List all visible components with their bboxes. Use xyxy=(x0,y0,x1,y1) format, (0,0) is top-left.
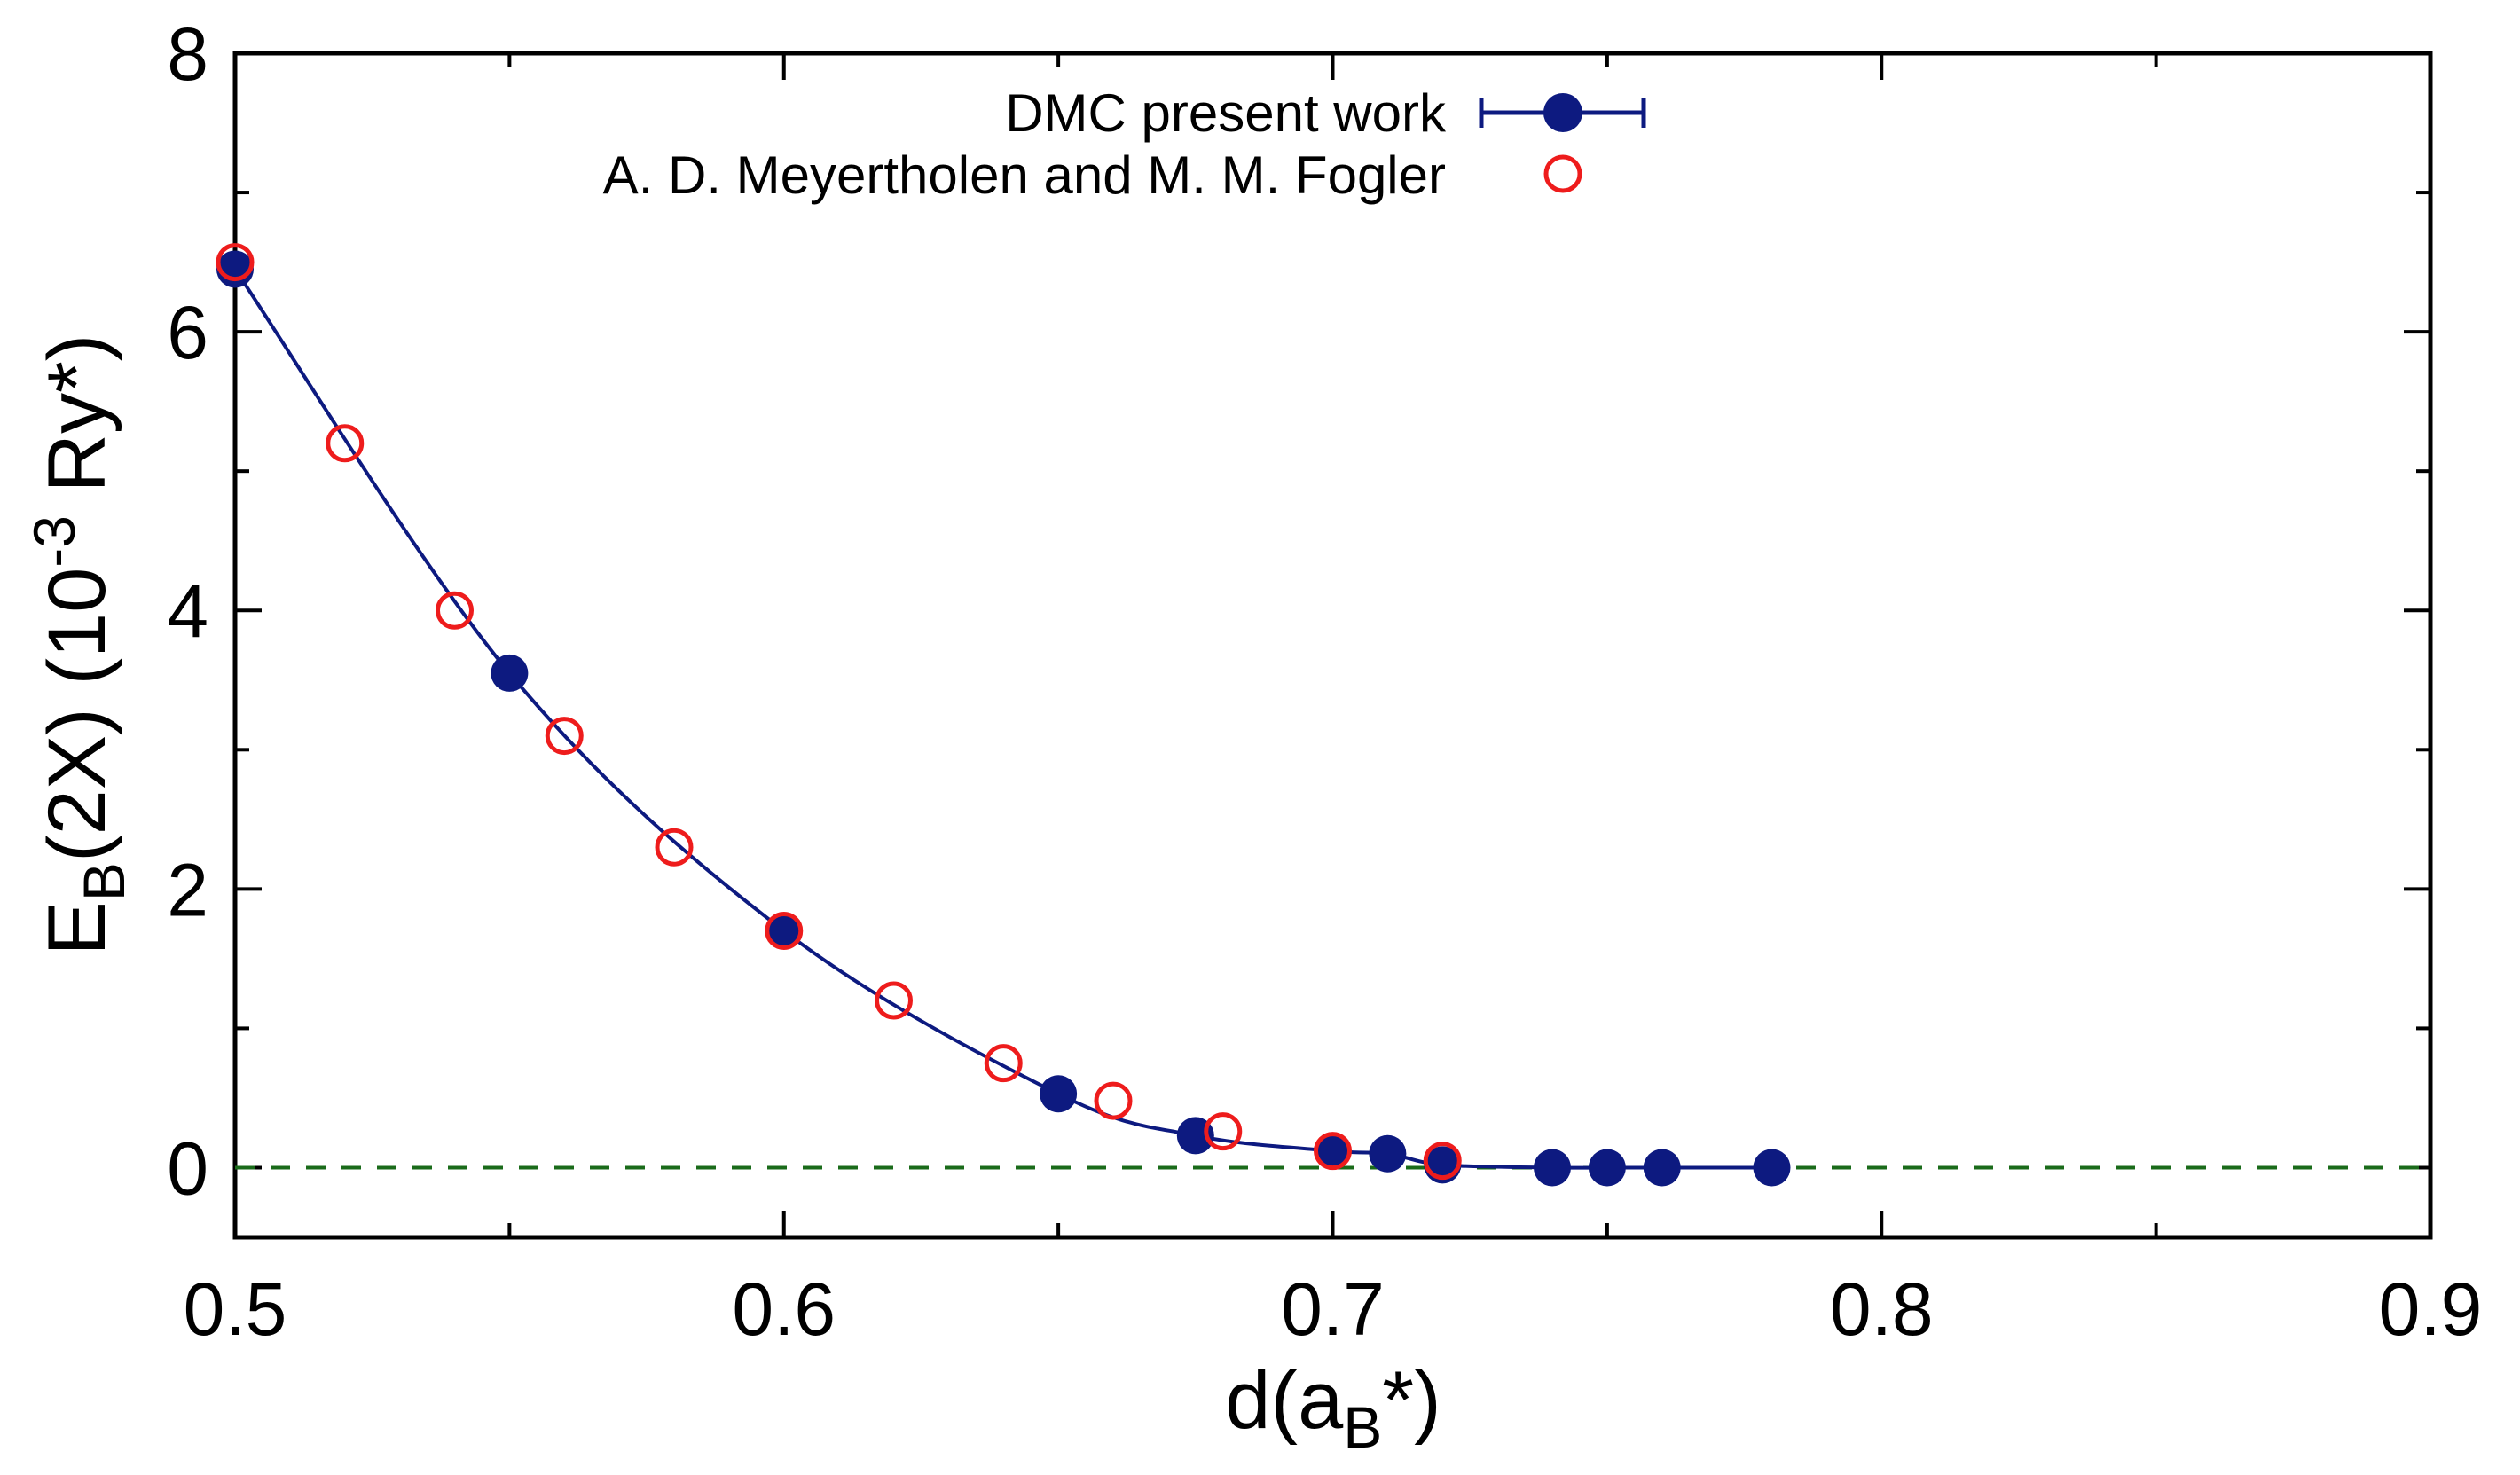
dmc-series-line xyxy=(233,268,1772,1170)
meyertholen-point xyxy=(216,243,255,282)
legend: DMC present work A. D. Meyertholen and M… xyxy=(603,83,1646,205)
y-tick-label: 0 xyxy=(167,1126,208,1210)
tick-marks xyxy=(233,51,2432,1237)
meyertholen-point xyxy=(875,981,913,1020)
meyertholen-point xyxy=(1094,1081,1133,1120)
x-tick-label: 0.8 xyxy=(1830,1267,1934,1351)
dmc-point xyxy=(491,654,529,692)
meyertholen-point xyxy=(436,591,474,630)
x-tick-label: 0.6 xyxy=(732,1267,836,1351)
legend-meyertholen-marker xyxy=(1543,154,1582,193)
legend-dmc-marker xyxy=(1543,93,1582,132)
dmc-point xyxy=(1643,1149,1681,1187)
data-markers xyxy=(216,243,1791,1187)
dmc-point xyxy=(1314,1132,1352,1170)
meyertholen-point xyxy=(984,1044,1023,1083)
tick-labels: 0.5 0.6 0.7 0.8 0.9 0 2 4 6 8 xyxy=(167,12,2482,1351)
meyertholen-point xyxy=(1204,1112,1243,1151)
meyertholen-point xyxy=(765,911,804,950)
dmc-point xyxy=(1040,1075,1078,1113)
x-tick-label: 0.9 xyxy=(2379,1267,2483,1351)
dmc-point xyxy=(1534,1149,1571,1187)
y-tick-label: 4 xyxy=(167,569,208,653)
y-axis-label: EB(2X) (10-3 Ry*) xyxy=(21,334,137,956)
y-tick-label: 6 xyxy=(167,291,208,374)
dmc-point xyxy=(1588,1149,1626,1187)
dmc-point xyxy=(1369,1134,1407,1173)
meyertholen-point xyxy=(326,424,365,463)
dmc-point xyxy=(1753,1149,1791,1187)
x-tick-label: 0.7 xyxy=(1281,1267,1385,1351)
legend-label-dmc: DMC present work xyxy=(1005,83,1447,143)
y-tick-label: 2 xyxy=(167,848,208,931)
meyertholen-point xyxy=(655,828,694,867)
meyertholen-point xyxy=(1423,1142,1462,1181)
plot-frame xyxy=(232,51,2433,1240)
y-tick-label: 8 xyxy=(167,12,208,96)
x-axis-label: d(aB*) xyxy=(1225,1355,1441,1460)
dmc-point xyxy=(765,912,803,950)
x-tick-label: 0.5 xyxy=(184,1267,287,1351)
meyertholen-point xyxy=(545,717,584,756)
legend-label-meyertholen: A. D. Meyertholen and M. M. Fogler xyxy=(603,145,1446,205)
meyertholen-point xyxy=(1314,1132,1352,1171)
